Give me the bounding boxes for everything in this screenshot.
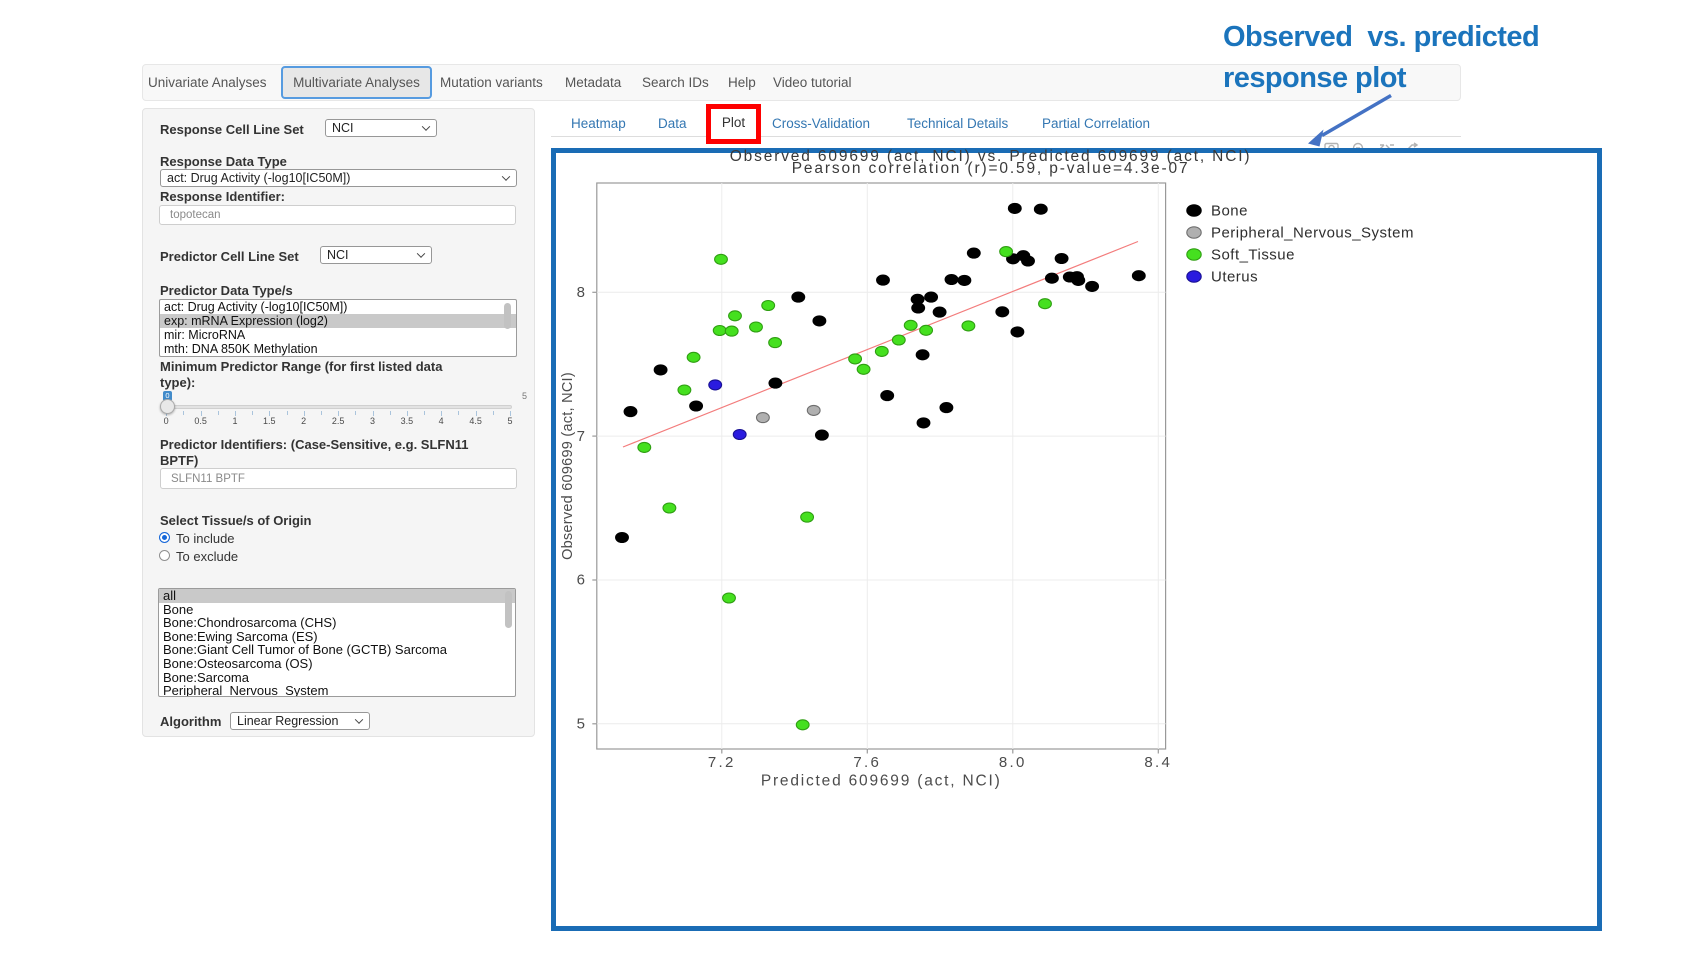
svg-text:Bone: Bone xyxy=(1211,203,1248,220)
svg-text:7: 7 xyxy=(577,428,588,445)
svg-text:Predicted 609699 (act, NCI): Predicted 609699 (act, NCI) xyxy=(761,773,1002,790)
svg-text:Uterus: Uterus xyxy=(1211,269,1258,286)
svg-text:7.6: 7.6 xyxy=(853,754,881,771)
svg-text:8.0: 8.0 xyxy=(999,754,1027,771)
svg-text:Pearson correlation (r)=0.59,: Pearson correlation (r)=0.59, p-value=4.… xyxy=(792,160,1190,177)
svg-text:Observed 609699 (act, NCI): Observed 609699 (act, NCI) xyxy=(560,372,576,560)
svg-text:Observed 609699 (act, NCI) vs.: Observed 609699 (act, NCI) vs. Predicted… xyxy=(730,148,1252,165)
svg-text:8.4: 8.4 xyxy=(1144,754,1172,771)
svg-text:7.2: 7.2 xyxy=(708,754,736,771)
svg-text:5: 5 xyxy=(577,715,588,732)
svg-text:8: 8 xyxy=(577,284,588,301)
svg-text:Peripheral_Nervous_System: Peripheral_Nervous_System xyxy=(1211,225,1414,242)
svg-text:Soft_Tissue: Soft_Tissue xyxy=(1211,247,1295,264)
svg-text:6: 6 xyxy=(577,572,588,589)
